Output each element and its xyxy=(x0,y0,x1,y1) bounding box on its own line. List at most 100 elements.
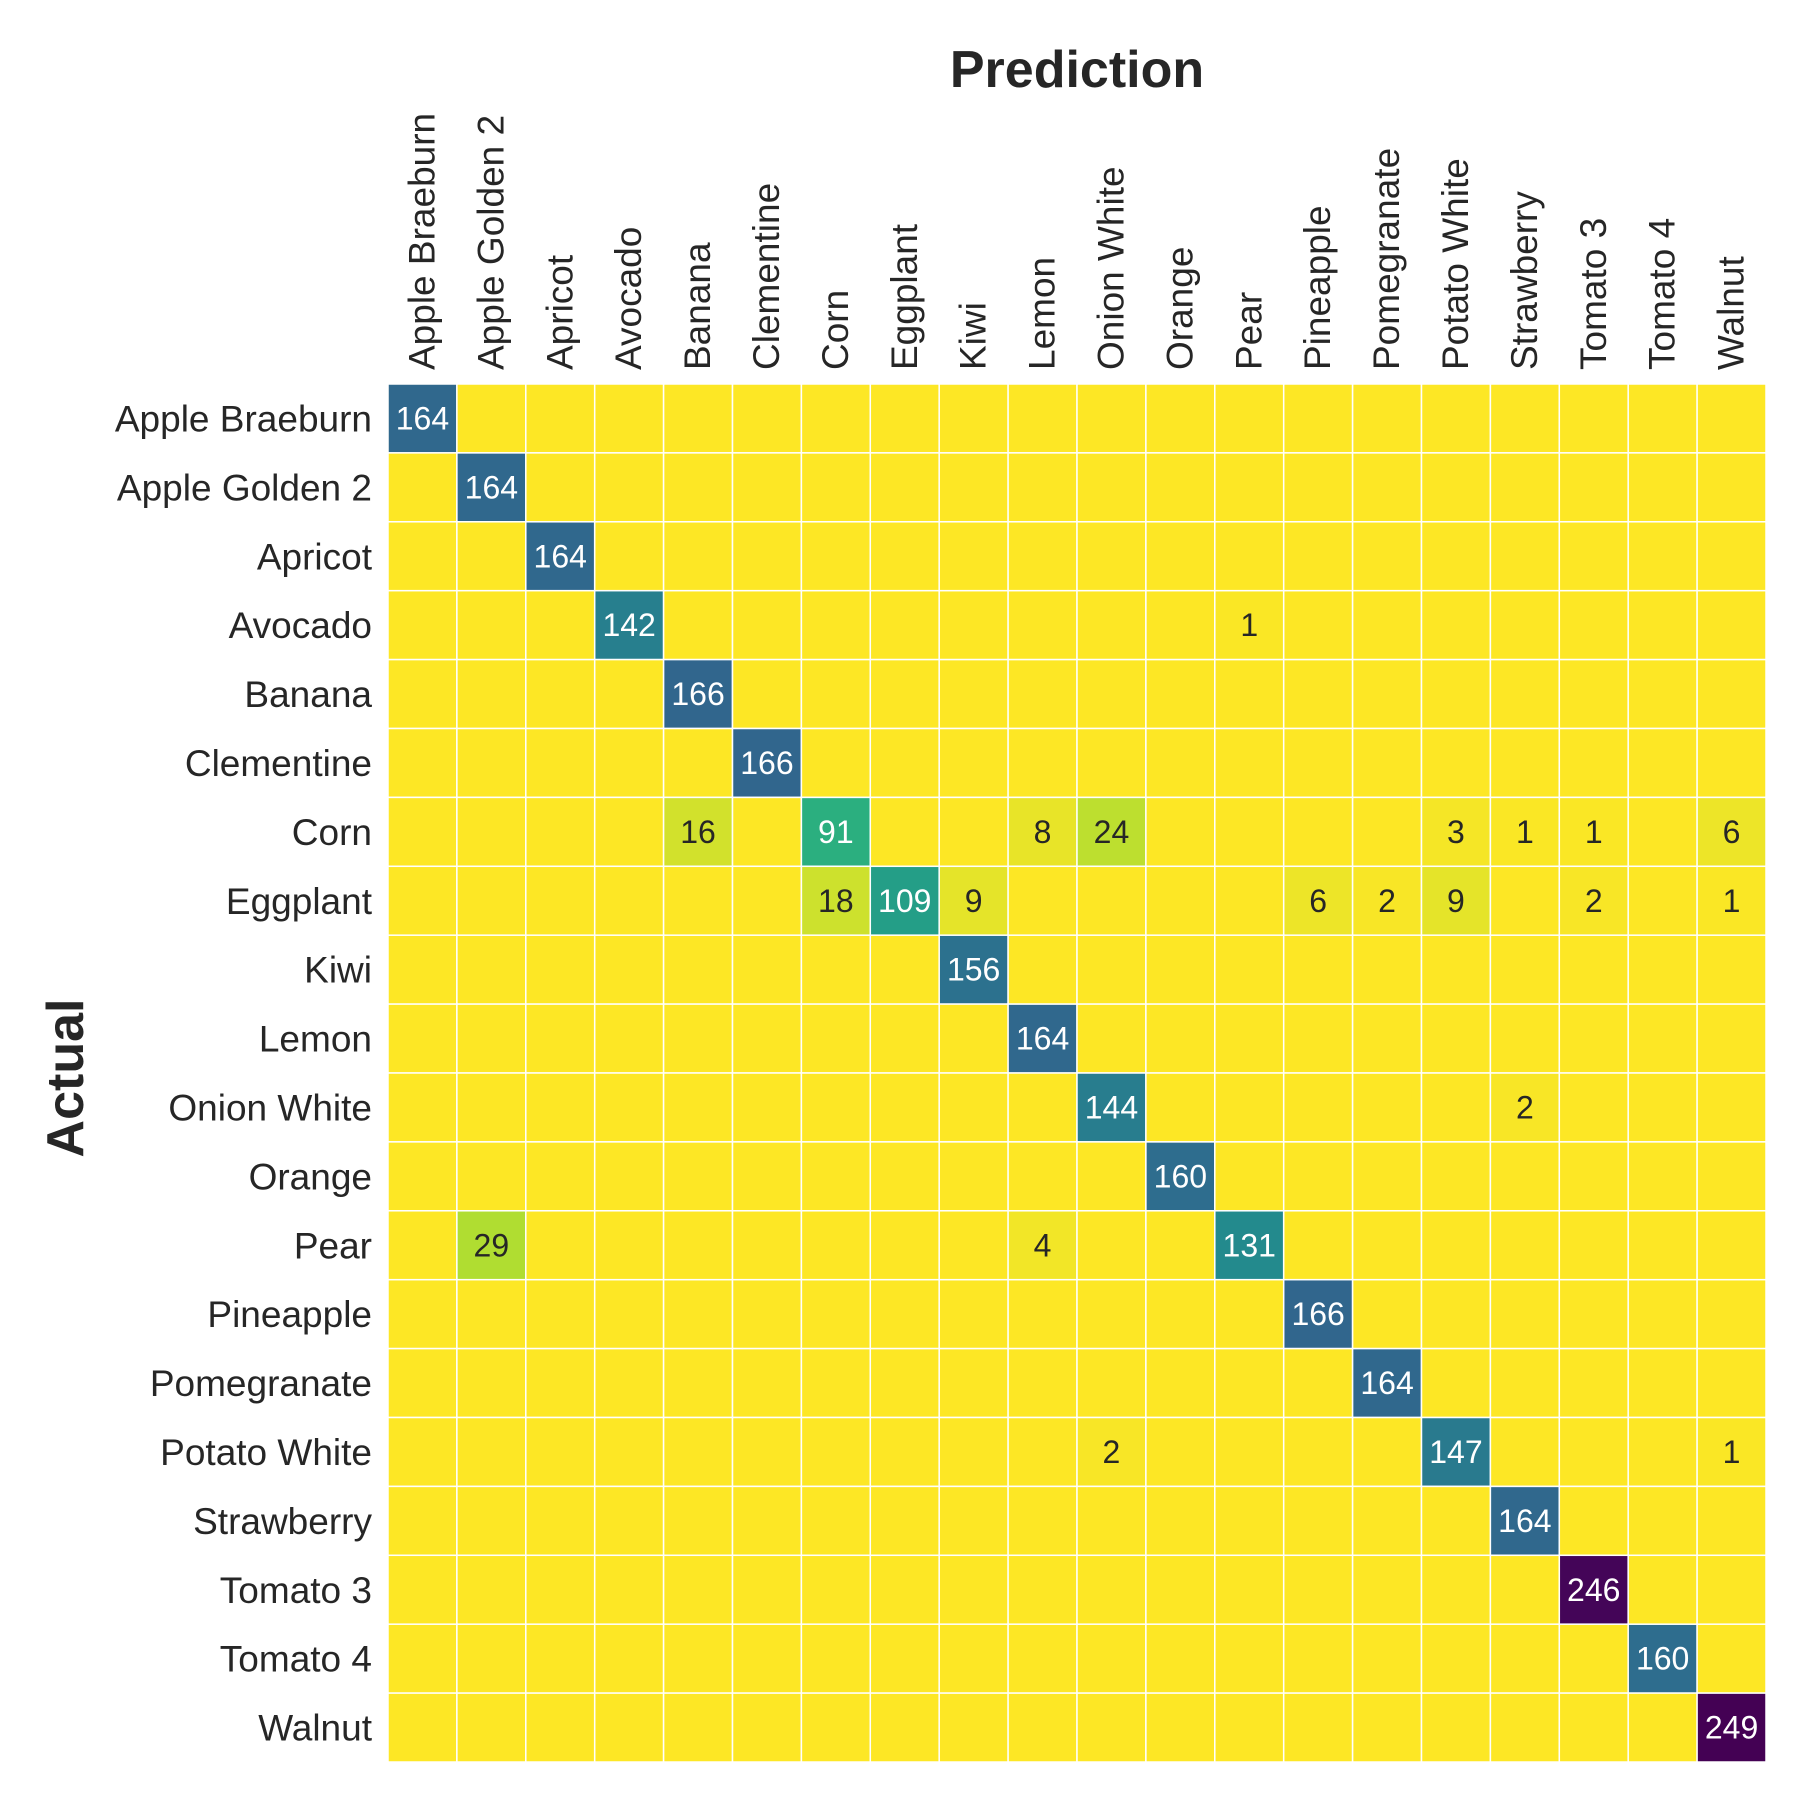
heatmap-cell xyxy=(593,1347,665,1419)
x-tick-label: Apple Golden 2 xyxy=(470,115,511,370)
heatmap-cell xyxy=(1696,658,1767,730)
y-tick-label: Potato White xyxy=(160,1432,372,1473)
cell-value-label: 2 xyxy=(1585,883,1603,919)
heatmap-cell xyxy=(525,865,596,936)
heatmap-cell xyxy=(662,1072,734,1143)
heatmap-cell xyxy=(800,727,872,799)
heatmap-cell xyxy=(387,1141,458,1212)
heatmap-cell xyxy=(1696,452,1767,523)
heatmap-cell xyxy=(1627,589,1698,661)
heatmap-cell xyxy=(1076,589,1147,661)
heatmap-cell xyxy=(662,865,734,936)
heatmap-cell xyxy=(1627,452,1698,523)
heatmap-cell xyxy=(662,521,734,592)
heatmap-cell xyxy=(1214,1141,1285,1212)
heatmap-cell xyxy=(938,865,1009,936)
heatmap-cell xyxy=(1696,589,1767,661)
heatmap-cell xyxy=(938,452,1009,523)
heatmap-cell xyxy=(1282,1072,1354,1143)
heatmap-cell xyxy=(1214,521,1285,592)
heatmap-cell xyxy=(1007,1692,1078,1763)
heatmap-cell xyxy=(1145,521,1216,592)
heatmap-cell xyxy=(525,1141,596,1212)
heatmap-cell xyxy=(662,1623,734,1694)
cell-value-label: 6 xyxy=(1723,814,1741,850)
heatmap-cell xyxy=(1282,1485,1354,1557)
cell-value-label: 6 xyxy=(1309,883,1327,919)
heatmap-cell xyxy=(1558,865,1629,936)
heatmap-cell xyxy=(525,1554,596,1625)
cell-value-label: 4 xyxy=(1034,1227,1052,1263)
heatmap-cell xyxy=(869,1416,940,1488)
heatmap-cell xyxy=(1627,727,1698,799)
y-tick-label: Pomegranate xyxy=(150,1363,372,1404)
heatmap-cell xyxy=(800,452,872,523)
heatmap-cell xyxy=(938,1072,1009,1143)
heatmap-cell xyxy=(1627,1278,1698,1350)
heatmap-cell xyxy=(800,1278,872,1350)
heatmap-cell xyxy=(1420,934,1492,1005)
heatmap-cell xyxy=(662,727,734,799)
heatmap-cell xyxy=(1627,521,1698,592)
heatmap-cell xyxy=(662,589,734,661)
heatmap-cell xyxy=(456,934,527,1005)
y-tick-label: Strawberry xyxy=(193,1501,372,1542)
cell-value-label: 1 xyxy=(1723,883,1741,919)
cell-value-label: 246 xyxy=(1567,1572,1620,1608)
heatmap-cell xyxy=(1145,934,1216,1005)
cell-value-label: 29 xyxy=(474,1227,510,1263)
heatmap-cell xyxy=(1145,727,1216,799)
heatmap-cell xyxy=(593,1485,665,1557)
heatmap-cell xyxy=(387,1623,458,1694)
heatmap-cell xyxy=(800,1554,872,1625)
heatmap-cell xyxy=(525,589,596,661)
heatmap-cell xyxy=(1282,727,1354,799)
heatmap-cell xyxy=(1420,865,1492,936)
heatmap-cell xyxy=(869,865,940,936)
heatmap-cell xyxy=(593,796,665,868)
x-tick-label: Corn xyxy=(815,290,856,370)
heatmap-cell xyxy=(1627,1003,1698,1074)
heatmap-cell xyxy=(387,1347,458,1419)
heatmap-cell xyxy=(1076,865,1147,936)
heatmap-cell xyxy=(593,658,665,730)
heatmap-cell xyxy=(1076,1210,1147,1281)
heatmap-cell xyxy=(387,658,458,730)
heatmap-cell xyxy=(1696,1072,1767,1143)
heatmap-cell xyxy=(1351,1210,1423,1281)
heatmap-cell xyxy=(662,452,734,523)
cell-value-label: 109 xyxy=(878,883,931,919)
heatmap-cell xyxy=(1558,1485,1629,1557)
heatmap-cell xyxy=(869,521,940,592)
heatmap-cell xyxy=(593,727,665,799)
heatmap-cell xyxy=(1145,1416,1216,1488)
heatmap-cell xyxy=(1145,589,1216,661)
heatmap-cell xyxy=(1558,1623,1629,1694)
heatmap-cell xyxy=(1420,521,1492,592)
heatmap-cell xyxy=(1696,865,1767,936)
cell-value-label: 164 xyxy=(1360,1365,1413,1401)
heatmap-cell xyxy=(1696,1278,1767,1350)
heatmap-cell xyxy=(1007,383,1078,454)
heatmap-cell xyxy=(1214,1623,1285,1694)
y-tick-label: Pineapple xyxy=(207,1294,372,1335)
heatmap-cell xyxy=(800,865,872,936)
heatmap-cell xyxy=(1145,1072,1216,1143)
heatmap-cell xyxy=(1214,1072,1285,1143)
heatmap-cell xyxy=(1351,1416,1423,1488)
cell-value-label: 91 xyxy=(818,814,854,850)
heatmap-cell xyxy=(593,934,665,1005)
heatmap-cell xyxy=(593,1692,665,1763)
x-tick-label: Walnut xyxy=(1711,255,1752,370)
x-tick-label: Tomato 3 xyxy=(1573,218,1614,370)
heatmap-cell xyxy=(456,383,527,454)
x-tick-label: Strawberry xyxy=(1504,191,1545,370)
heatmap-cell xyxy=(1351,1072,1423,1143)
heatmap-cell xyxy=(1420,658,1492,730)
heatmap-cell xyxy=(456,727,527,799)
heatmap-cell xyxy=(1214,383,1285,454)
heatmap-cell xyxy=(1558,383,1629,454)
heatmap-cell xyxy=(938,383,1009,454)
